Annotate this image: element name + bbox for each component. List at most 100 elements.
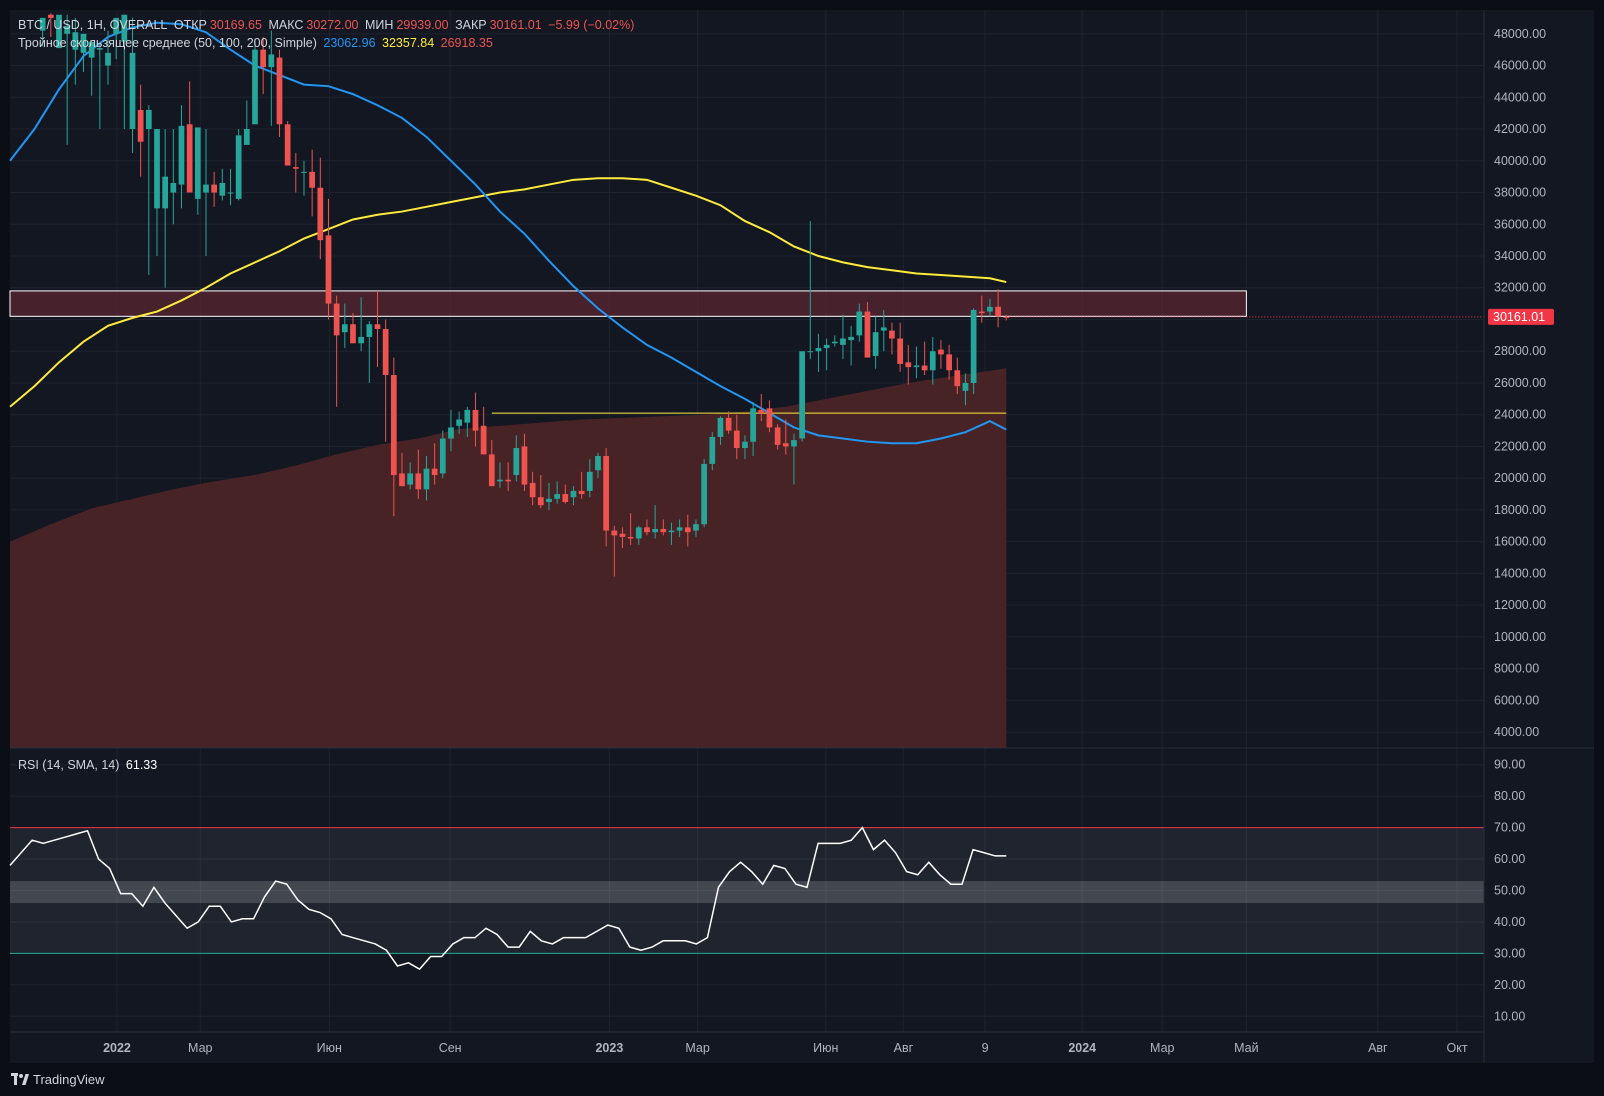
candle-body <box>954 370 961 387</box>
time-tick-label: 2023 <box>595 1041 623 1055</box>
time-tick-label: Май <box>1234 1041 1259 1055</box>
rsi-legend[interactable]: RSI (14, SMA, 14) 61.33 <box>18 758 160 772</box>
candle-body <box>766 408 773 428</box>
candle-body <box>186 124 193 193</box>
candle-body <box>905 362 912 368</box>
candle-body <box>276 57 283 125</box>
last-price-label: 30161.01 <box>1493 310 1545 324</box>
candle-body <box>260 49 267 68</box>
candle-body <box>1003 316 1010 318</box>
last-price-tag <box>1488 308 1554 325</box>
candle-body <box>333 303 340 336</box>
candle-body <box>962 382 969 391</box>
candle-body <box>929 351 936 371</box>
time-axis[interactable]: 2022 Мар Июн Сен 2023 Мар Июн Авг 9 2024 Мар Май Авг… <box>10 1031 1484 1055</box>
price-tick-label: 34000.00 <box>1494 249 1546 263</box>
candle-body <box>619 533 626 537</box>
high-value: 30272.00 <box>306 18 359 32</box>
rsi-tick-label: 10.00 <box>1494 1009 1525 1023</box>
candle-body <box>807 351 814 353</box>
price-tick-label: 14000.00 <box>1494 566 1546 580</box>
time-tick-label: Авг <box>894 1041 914 1055</box>
ma50-value: 23062.96 <box>323 36 376 50</box>
time-tick-label: Сен <box>439 1041 462 1055</box>
candle-body <box>96 48 103 50</box>
resistance-zone[interactable] <box>9 290 1247 317</box>
candle-body <box>725 417 732 431</box>
candle-body <box>717 417 724 437</box>
candle-body <box>880 327 887 331</box>
candle-body <box>162 176 169 209</box>
candle-body <box>129 52 136 130</box>
high-label: МАКС <box>268 18 304 32</box>
candle-body <box>350 324 356 344</box>
ma-legend[interactable]: Тройное скользящее среднее (50, 100, 200… <box>18 36 496 50</box>
price-tick-label: 6000.00 <box>1494 693 1539 707</box>
time-tick-label: Окт <box>1447 1041 1468 1055</box>
candle-body <box>995 306 1001 317</box>
ma200-fill-area <box>10 368 1007 748</box>
low-value: 29939.00 <box>396 18 449 32</box>
candlestick-series <box>39 13 1484 577</box>
price-tick-label: 44000.00 <box>1494 90 1546 104</box>
candle-body <box>570 490 577 498</box>
candle-body <box>448 427 454 439</box>
candle-body <box>611 530 618 536</box>
candle-body <box>137 109 144 142</box>
tradingview-logo[interactable]: TradingView <box>11 1071 105 1087</box>
candle-body <box>415 473 422 490</box>
candle-body <box>235 135 242 199</box>
symbol-label[interactable]: BTC / USD, 1H, OVERALL <box>18 18 168 32</box>
open-label: ОТКР <box>173 18 207 32</box>
candle-body <box>791 440 797 447</box>
price-tick-label: 46000.00 <box>1494 59 1546 73</box>
candle-body <box>64 25 71 34</box>
candle-body <box>243 129 250 145</box>
candle-body <box>758 409 765 414</box>
candle-body <box>497 479 503 482</box>
candle-body <box>921 365 928 371</box>
candle-body <box>39 17 46 31</box>
candle-body <box>578 490 585 495</box>
candle-body <box>644 527 650 533</box>
candle-body <box>684 527 691 533</box>
candle-body <box>742 441 748 449</box>
close-label: ЗАКР <box>455 18 487 32</box>
price-tick-label: 18000.00 <box>1494 503 1546 517</box>
candle-body <box>652 528 658 533</box>
candle-body <box>513 448 520 476</box>
candle-body <box>105 52 111 66</box>
rsi-line <box>9 826 1007 971</box>
price-axis-background <box>1484 10 1594 1063</box>
price-tick-label: 10000.00 <box>1494 630 1546 644</box>
candle-body <box>145 109 152 130</box>
candle-body <box>292 167 299 169</box>
candle-body <box>546 498 552 502</box>
time-tick-label: 2024 <box>1068 1041 1096 1055</box>
candle-body <box>178 125 185 185</box>
candle-body <box>72 32 79 50</box>
candle-body <box>88 41 95 58</box>
candle-body <box>56 14 62 49</box>
candle-body <box>676 527 683 531</box>
candle-body <box>113 17 120 34</box>
candle-body <box>170 182 177 193</box>
candle-body <box>897 338 903 364</box>
price-tick-label: 24000.00 <box>1494 408 1546 422</box>
price-tick-label: 12000.00 <box>1494 598 1546 612</box>
candle-body <box>488 454 495 487</box>
candle-body <box>390 375 397 476</box>
candle-body <box>782 443 789 447</box>
rsi-tick-label: 70.00 <box>1494 821 1525 835</box>
close-value: 30161.01 <box>489 18 542 32</box>
candle-body <box>970 309 977 383</box>
candle-body <box>284 124 291 166</box>
candle-body <box>366 324 373 337</box>
price-axis[interactable]: 48000.00 46000.00 44000.00 42000.00 40000.00… <box>1483 10 1594 1063</box>
candle-body <box>309 171 316 188</box>
time-tick-label: 2022 <box>103 1041 131 1055</box>
price-tick-label: 48000.00 <box>1494 27 1546 41</box>
candle-body <box>864 311 871 358</box>
candle-body <box>660 528 667 533</box>
